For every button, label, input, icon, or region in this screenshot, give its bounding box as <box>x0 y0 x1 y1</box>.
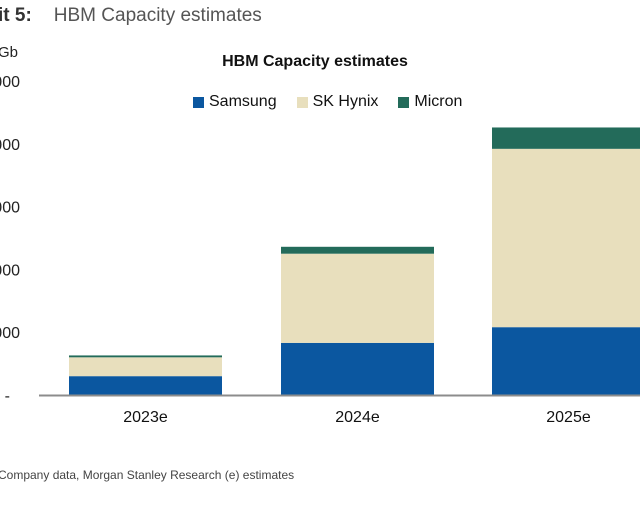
legend-swatch-samsung <box>193 96 204 108</box>
exhibit-header: it 5: HBM Capacity estimates <box>0 5 262 27</box>
bar-segment-sk-hynix-2023e <box>69 357 222 377</box>
legend-label-sk-hynix: SK Hynix <box>312 93 379 110</box>
x-tick-label: 2024e <box>335 409 380 426</box>
y-tick-label: - <box>5 388 10 405</box>
y-tick-label: 000 <box>0 325 20 342</box>
legend-item-samsung: Samsung <box>193 93 277 111</box>
legend-swatch-micron <box>398 96 410 108</box>
bar-segment-sk-hynix-2024e <box>281 253 434 343</box>
bar-segment-micron-2025e <box>492 127 640 149</box>
bar-segment-samsung-2024e <box>281 342 434 395</box>
bar-segment-samsung-2025e <box>492 327 640 395</box>
legend-item-micron: Micron <box>398 93 462 111</box>
bar-segment-micron-2024e <box>281 246 434 254</box>
y-axis-unit-label: Gb <box>0 44 19 61</box>
source-note: Company data, Morgan Stanley Research (e… <box>0 468 295 482</box>
bar-segment-samsung-2023e <box>69 376 222 395</box>
legend-label-micron: Micron <box>414 93 463 110</box>
x-tick-label: 2025e <box>546 409 591 426</box>
y-tick-label: 000 <box>0 200 20 217</box>
y-tick-label: 000 <box>0 137 20 154</box>
legend-swatch-sk-hynix <box>296 96 308 108</box>
x-tick-label: 2023e <box>123 409 168 426</box>
bar-segment-micron-2023e <box>69 355 222 358</box>
y-tick-label: 000 <box>0 262 20 279</box>
legend-label-samsung: Samsung <box>209 93 277 110</box>
legend-item-sk-hynix: SK Hynix <box>296 93 379 111</box>
y-tick-label: 000 <box>0 74 20 91</box>
bar-segment-sk-hynix-2025e <box>492 148 640 328</box>
exhibit-title: HBM Capacity estimates <box>53 5 262 26</box>
chart-legend: Samsung SK Hynix Micron <box>193 93 462 111</box>
chart-title: HBM Capacity estimates <box>222 53 408 70</box>
exhibit-number: it 5: <box>0 5 32 26</box>
